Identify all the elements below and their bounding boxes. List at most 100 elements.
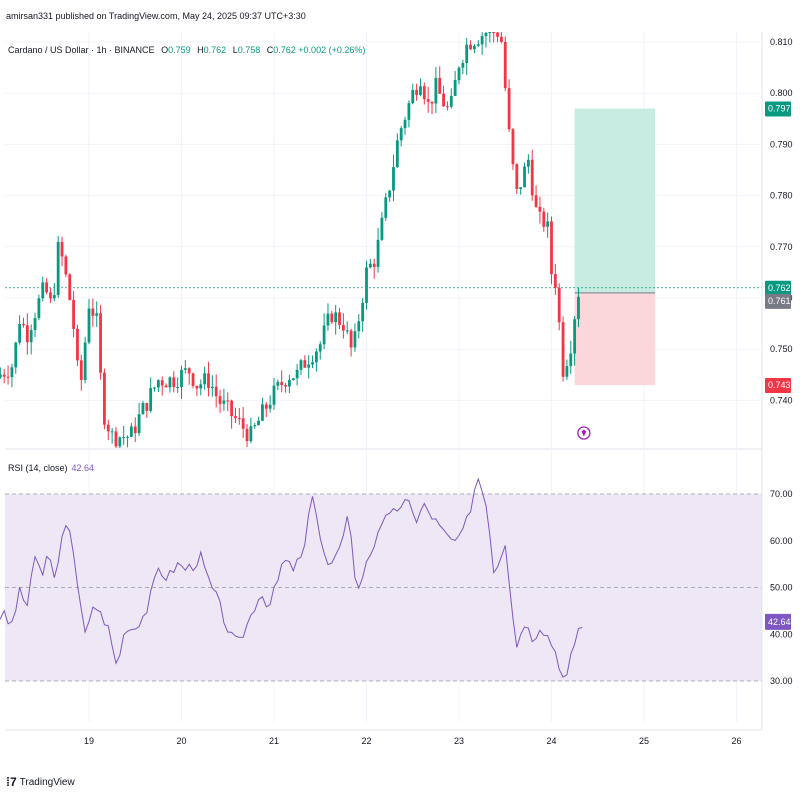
candle-body bbox=[29, 330, 33, 343]
candle-body bbox=[395, 140, 399, 168]
candle-body bbox=[176, 387, 180, 389]
price-tick-label: 0.750 bbox=[770, 344, 793, 354]
symbol-name: Cardano / US Dollar · 1h · BINANCE bbox=[8, 45, 155, 55]
candle-body bbox=[64, 256, 68, 275]
high-value: 0.762 bbox=[203, 45, 227, 55]
candle-body bbox=[546, 221, 550, 227]
candle-body bbox=[264, 404, 268, 409]
candle-body bbox=[291, 378, 295, 380]
candle-body bbox=[345, 330, 349, 332]
candle-body bbox=[526, 159, 530, 167]
candle-body bbox=[83, 342, 87, 381]
candle-body bbox=[484, 33, 488, 37]
candle-body bbox=[210, 386, 214, 388]
price-tick-label: 0.800 bbox=[770, 88, 793, 98]
candle-body bbox=[569, 353, 573, 367]
candle-body bbox=[426, 99, 430, 102]
candle-body bbox=[553, 274, 557, 288]
candle-body bbox=[230, 400, 234, 417]
candle-body bbox=[322, 325, 326, 345]
price-label-stop: 0.743 bbox=[765, 378, 791, 394]
candle-body bbox=[372, 263, 376, 267]
tradingview-logo-icon: ⁞7 bbox=[6, 775, 17, 789]
candle-body bbox=[22, 323, 25, 326]
candle-body bbox=[311, 362, 314, 365]
candle-body bbox=[434, 77, 438, 104]
change-value: +0.002 (+0.26%) bbox=[298, 45, 366, 55]
candle-body bbox=[76, 328, 79, 361]
candle-body bbox=[419, 86, 422, 95]
candle-body bbox=[145, 403, 149, 411]
rsi-value-text: 42.64 bbox=[768, 617, 791, 627]
candle-body bbox=[507, 88, 511, 130]
candle-body bbox=[60, 241, 64, 257]
candle-body bbox=[280, 381, 284, 386]
candle-body bbox=[392, 167, 395, 191]
candle-body bbox=[222, 400, 226, 404]
candle-body bbox=[237, 418, 241, 420]
candle-body bbox=[214, 386, 218, 397]
candle-body bbox=[538, 206, 542, 212]
candle-body bbox=[122, 437, 126, 439]
candle-body bbox=[87, 308, 91, 343]
candle-body bbox=[480, 36, 484, 45]
candle-body bbox=[245, 428, 249, 442]
candle-body bbox=[430, 101, 434, 104]
candle-body bbox=[33, 318, 37, 331]
candle-body bbox=[488, 32, 492, 34]
candle-body bbox=[37, 298, 41, 319]
candle-body bbox=[388, 190, 392, 198]
candle-body bbox=[160, 380, 164, 386]
high-label: H bbox=[197, 45, 204, 55]
candle-body bbox=[180, 369, 183, 388]
candle-body bbox=[103, 372, 106, 425]
candle-body bbox=[368, 263, 372, 268]
candle-body bbox=[415, 89, 419, 95]
event-marker-glyph bbox=[581, 429, 587, 437]
candle-body bbox=[449, 95, 453, 107]
candle-body bbox=[326, 313, 330, 326]
candle-body bbox=[422, 86, 426, 100]
price-tick-label: 0.810 bbox=[770, 37, 793, 47]
candle-body bbox=[218, 396, 222, 404]
candle-body bbox=[399, 128, 403, 141]
candle-body bbox=[515, 164, 519, 189]
candle-body bbox=[6, 376, 10, 378]
candle-body bbox=[241, 418, 245, 429]
price-label-entry: 0.761 bbox=[765, 293, 791, 309]
candle-body bbox=[2, 374, 6, 377]
candle-body bbox=[307, 364, 311, 368]
candle-body bbox=[503, 41, 507, 89]
candle-body bbox=[357, 321, 361, 332]
candle-body bbox=[95, 313, 99, 316]
time-tick-label: 24 bbox=[546, 736, 556, 746]
low-value: 0.758 bbox=[237, 45, 261, 55]
candle-body bbox=[126, 436, 129, 438]
candle-body bbox=[164, 385, 168, 388]
candle-body bbox=[511, 129, 515, 165]
open-value: 0.759 bbox=[168, 45, 191, 55]
price-tick-label: 0.780 bbox=[770, 191, 793, 201]
candle-body bbox=[496, 32, 499, 37]
candle-body bbox=[79, 360, 83, 381]
rsi-tick-label: 70.00 bbox=[770, 489, 793, 499]
time-tick-label: 19 bbox=[84, 736, 94, 746]
footer-brand[interactable]: ⁞7 TradingView bbox=[6, 775, 75, 789]
rsi-series-line bbox=[0, 477, 583, 678]
price-tick-label: 0.790 bbox=[770, 139, 793, 149]
candle-body bbox=[288, 379, 291, 387]
candle-body bbox=[172, 377, 176, 388]
time-tick-label: 21 bbox=[269, 736, 279, 746]
rsi-name: RSI (14, close) bbox=[8, 463, 68, 473]
candle-body bbox=[203, 373, 207, 385]
candle-body bbox=[187, 368, 191, 374]
candle-body bbox=[52, 294, 56, 299]
rsi-legend: RSI (14, close) 42.64 bbox=[8, 463, 94, 473]
time-tick-label: 23 bbox=[454, 736, 464, 746]
time-tick-label: 22 bbox=[361, 736, 371, 746]
candle-body bbox=[257, 420, 260, 426]
rsi-tick-label: 60.00 bbox=[770, 536, 793, 546]
candle-body bbox=[446, 106, 449, 108]
candle-body bbox=[295, 369, 299, 379]
